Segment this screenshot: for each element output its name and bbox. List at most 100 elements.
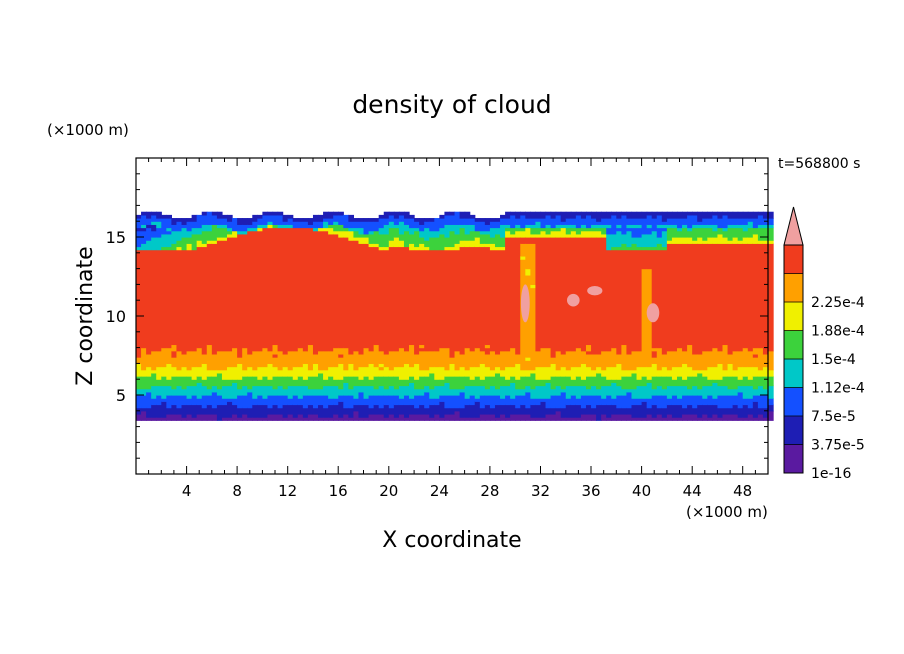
field-cell xyxy=(722,214,729,229)
field-cell xyxy=(550,388,557,396)
field-cell xyxy=(525,407,531,415)
field-cell xyxy=(616,249,622,355)
field-cell xyxy=(171,230,178,244)
field-cell xyxy=(136,357,142,364)
field-cell xyxy=(601,413,607,421)
field-cell xyxy=(378,407,385,415)
field-cell xyxy=(732,404,739,415)
field-cell xyxy=(484,413,491,421)
field-cell xyxy=(191,417,198,421)
field-cell xyxy=(535,385,542,399)
field-cell xyxy=(196,214,203,229)
field-cell xyxy=(459,353,466,368)
field-cell xyxy=(221,417,228,421)
field-cell xyxy=(242,376,248,387)
field-cell xyxy=(328,417,334,421)
field-cell xyxy=(181,404,188,418)
field-cell xyxy=(500,237,506,248)
field-cell xyxy=(216,404,223,421)
x-tick-label: 48 xyxy=(733,482,752,500)
field-cell xyxy=(343,407,349,415)
field-cell xyxy=(312,230,319,355)
field-cell xyxy=(611,347,617,368)
field-cell xyxy=(505,379,511,387)
field-cell xyxy=(671,366,678,380)
field-cell xyxy=(287,350,294,371)
field-cell xyxy=(646,379,653,383)
field-cell xyxy=(742,366,749,377)
field-cell xyxy=(768,211,774,219)
field-cell xyxy=(570,224,577,229)
field-cell xyxy=(398,246,405,349)
field-cell xyxy=(419,218,425,225)
field-cell xyxy=(211,369,218,377)
field-cell xyxy=(156,366,162,380)
field-cell xyxy=(510,211,516,216)
field-cell xyxy=(368,385,375,396)
field-cell xyxy=(393,388,400,396)
field-cell xyxy=(257,379,263,387)
field-cell xyxy=(277,224,284,229)
field-cell xyxy=(656,211,663,216)
field-cell xyxy=(752,227,759,235)
field-cell xyxy=(439,227,446,235)
field-cell xyxy=(186,237,193,244)
field-cell xyxy=(545,211,552,216)
field-cell xyxy=(419,404,425,415)
field-cell xyxy=(206,388,213,396)
field-cell xyxy=(287,376,294,387)
field-cell xyxy=(333,398,339,406)
field-cell xyxy=(611,398,617,406)
field-cell xyxy=(403,350,410,364)
field-cell xyxy=(676,211,683,219)
field-cell xyxy=(626,353,633,371)
field-cell xyxy=(353,218,360,222)
field-cell xyxy=(333,214,339,222)
field-cell xyxy=(489,369,496,377)
field-cell xyxy=(545,382,552,399)
field-cell xyxy=(161,401,167,418)
field-cell xyxy=(636,249,643,352)
field-cell xyxy=(398,211,405,216)
field-cell xyxy=(666,404,673,415)
field-cell xyxy=(181,249,188,355)
field-cell xyxy=(626,407,633,415)
field-cell xyxy=(414,363,420,380)
field-cell xyxy=(247,227,253,232)
field-cell xyxy=(191,221,198,229)
field-cell xyxy=(176,395,183,409)
field-cell xyxy=(494,366,501,374)
field-cell xyxy=(348,221,355,229)
field-cell xyxy=(742,237,749,244)
field-cell xyxy=(560,211,567,222)
field-cell xyxy=(459,388,466,393)
field-cell xyxy=(712,347,719,368)
field-cell xyxy=(419,388,425,396)
field-cell xyxy=(692,211,698,216)
field-cell xyxy=(565,237,572,352)
field-cell xyxy=(181,237,188,251)
field-cell xyxy=(479,350,486,364)
field-cell xyxy=(575,347,582,368)
field-cell xyxy=(540,385,547,399)
field-cell xyxy=(227,350,233,368)
field-cell xyxy=(136,388,142,396)
field-cell xyxy=(403,385,410,396)
field-cell xyxy=(378,233,385,248)
field-cell xyxy=(596,366,602,374)
field-cell xyxy=(343,230,349,238)
field-cell xyxy=(484,395,491,406)
field-cell xyxy=(530,284,537,289)
field-cell xyxy=(702,404,708,415)
field-cell xyxy=(232,347,238,368)
field-cell xyxy=(520,395,526,406)
field-cell xyxy=(682,243,688,352)
field-cell xyxy=(596,395,602,406)
field-cell xyxy=(742,385,749,399)
field-cell xyxy=(702,218,708,225)
field-cell xyxy=(732,413,739,421)
field-cell xyxy=(414,227,420,232)
overflow-patch xyxy=(520,284,530,323)
field-cell xyxy=(596,224,602,229)
field-cell xyxy=(287,404,294,415)
